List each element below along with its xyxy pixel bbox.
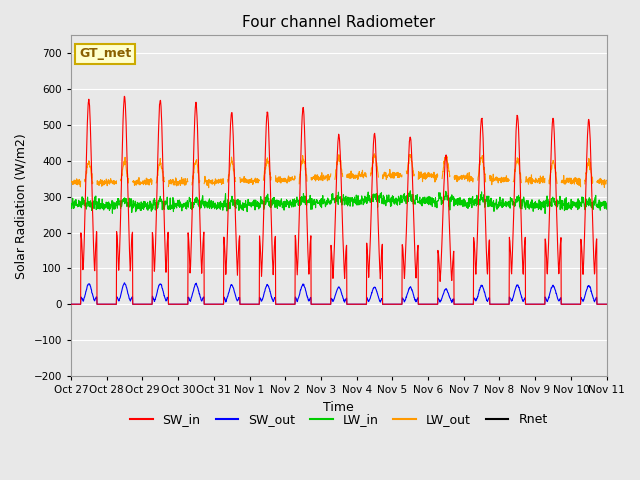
Text: GT_met: GT_met (79, 48, 131, 60)
Y-axis label: Solar Radiation (W/m2): Solar Radiation (W/m2) (15, 133, 28, 278)
X-axis label: Time: Time (323, 400, 354, 413)
Title: Four channel Radiometer: Four channel Radiometer (242, 15, 435, 30)
Legend: SW_in, SW_out, LW_in, LW_out, Rnet: SW_in, SW_out, LW_in, LW_out, Rnet (125, 408, 552, 431)
